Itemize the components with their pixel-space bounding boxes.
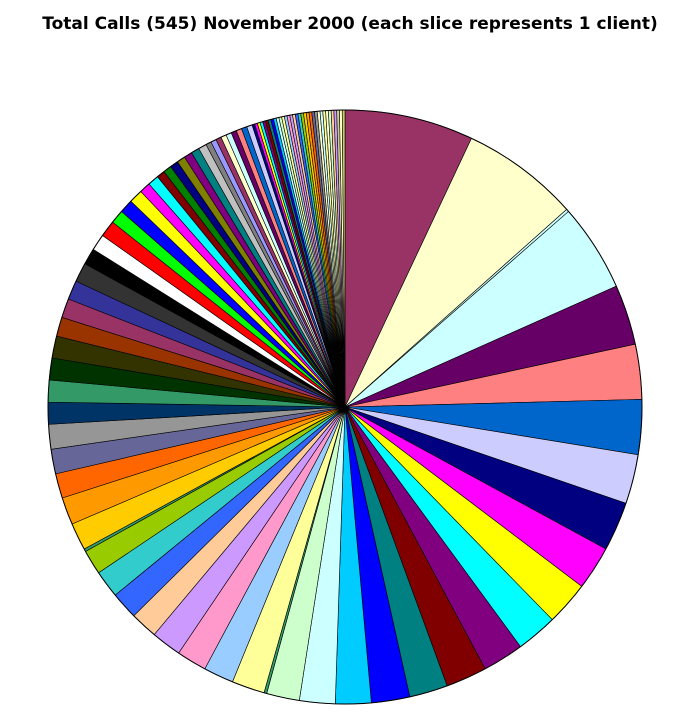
pie-slices	[47, 109, 643, 705]
pie-outline	[47, 109, 643, 705]
chart-title: Total Calls (545) November 2000 (each sl…	[42, 14, 658, 34]
